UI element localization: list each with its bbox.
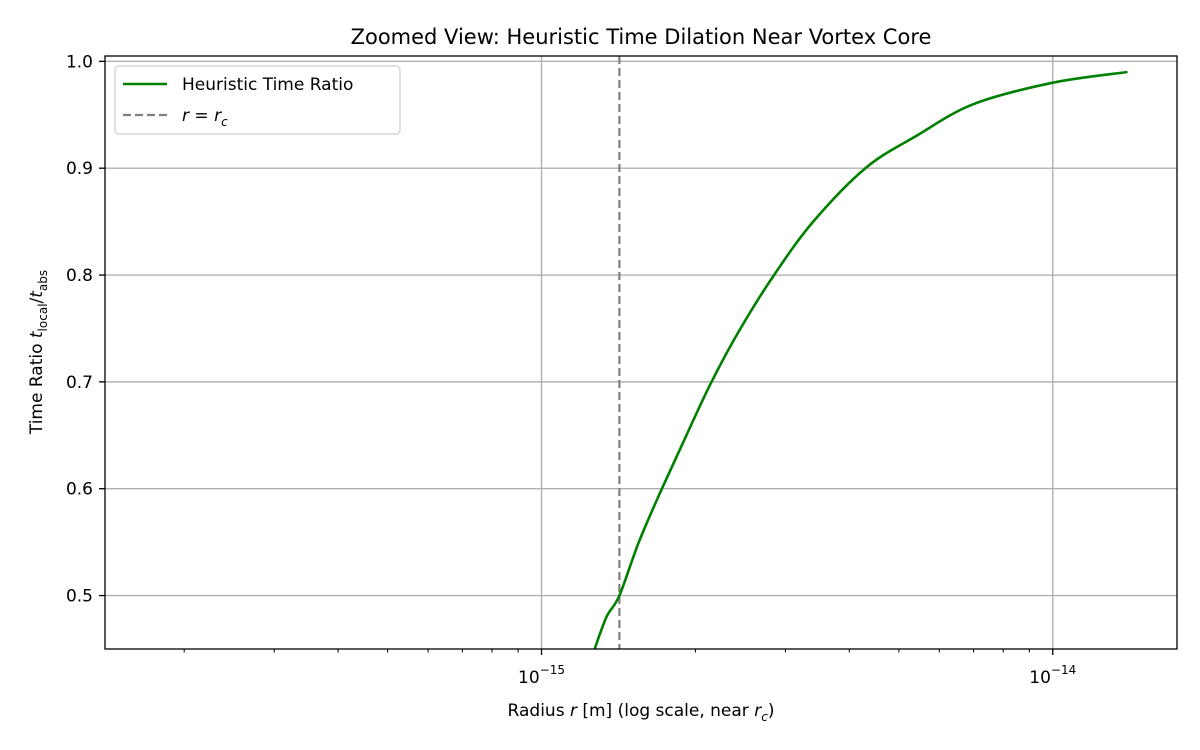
x-tick-label: 10−14 <box>1029 663 1076 688</box>
y-tick-label: 0.6 <box>66 480 93 500</box>
y-tick-label: 0.8 <box>66 266 93 286</box>
y-axis-label: Time Ratio tlocal/tabs <box>27 270 50 435</box>
legend: Heuristic Time Ratio r = rc <box>114 65 401 135</box>
legend-label-rc: r = rc <box>182 106 228 129</box>
x-tick-label: 10−15 <box>518 663 565 688</box>
x-axis-label: Radius r [m] (log scale, near rc) <box>508 701 775 724</box>
grid <box>105 56 1177 649</box>
plot-frame <box>104 55 1178 650</box>
chart-title: Zoomed View: Heuristic Time Dilation Nea… <box>351 25 932 49</box>
y-tick-label: 1.0 <box>66 52 93 72</box>
legend-label-heuristic-time-ratio: Heuristic Time Ratio <box>182 75 353 95</box>
y-tick-label: 0.5 <box>66 587 93 607</box>
y-tick-label: 0.9 <box>66 159 93 179</box>
y-tick-label: 0.7 <box>66 373 93 393</box>
legend-box <box>114 65 401 135</box>
y-axis-ticks: 0.5 0.6 0.7 0.8 0.9 1.0 <box>66 52 105 607</box>
series-line-heuristic-time-ratio <box>593 70 1128 649</box>
x-axis-ticks: 10−15 10−14 <box>183 649 1076 688</box>
